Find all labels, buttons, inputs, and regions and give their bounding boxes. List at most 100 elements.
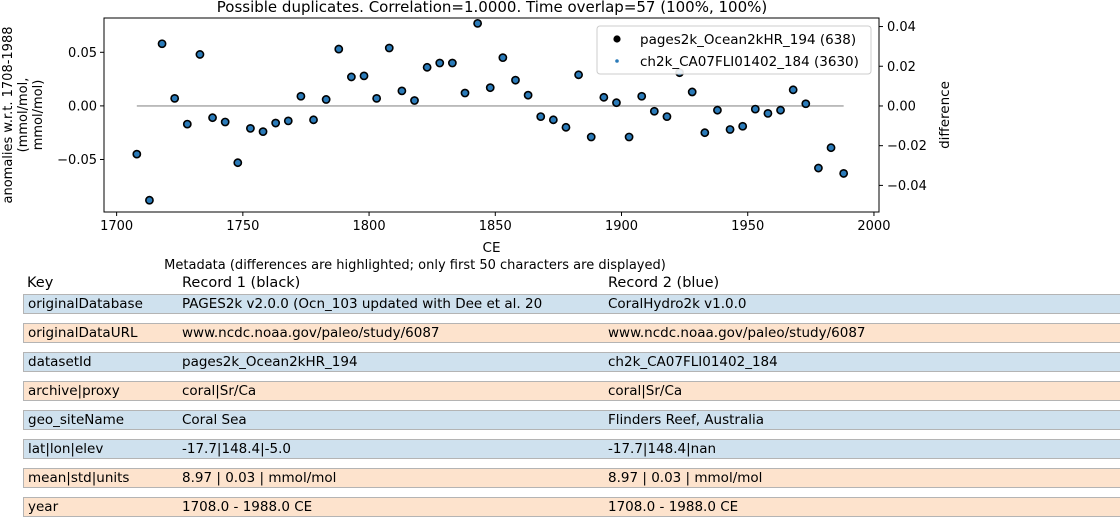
series2-point — [362, 74, 366, 78]
x-tick-label: 1800 — [353, 219, 386, 234]
metadata-key: geo_siteName — [28, 412, 125, 428]
series2-point — [513, 78, 518, 82]
record1-value: pages2k_Ocean2kHR_194 — [182, 354, 358, 370]
legend-box — [596, 25, 872, 75]
metadata-row: geo_siteName Coral Sea Flinders Reef, Aust… — [23, 410, 1120, 430]
series2-point — [349, 75, 353, 79]
series2-point — [640, 94, 644, 98]
series2-point — [223, 120, 227, 124]
series2-point — [589, 135, 593, 139]
series2-point — [652, 109, 656, 113]
series2-point — [324, 97, 328, 102]
series2-point — [210, 116, 215, 120]
y-tick-label: 0.00 — [68, 99, 97, 114]
metadata-key: lat|lon|elev — [28, 441, 104, 457]
y-tick-label: −0.05 — [57, 153, 97, 168]
y2-tick-label: −0.02 — [887, 139, 927, 154]
record1-value: -17.7|148.4|-5.0 — [182, 441, 292, 457]
y2-axis-label: difference — [937, 81, 953, 149]
record2-value: www.ncdc.noaa.gov/paleo/study/6087 — [608, 325, 866, 341]
series2-point — [438, 61, 442, 65]
metadata-title: Metadata (differences are highlighted; o… — [164, 258, 666, 273]
series2-point — [425, 65, 429, 69]
legend-label-series2: ch2k_CA07FLI01402_184 (3630) — [640, 54, 859, 70]
series2-point — [337, 47, 341, 51]
record2-value: coral|Sr/Ca — [608, 383, 683, 399]
series2-point — [311, 118, 316, 122]
series2-point — [539, 115, 543, 119]
series2-point — [715, 108, 720, 112]
series2-point — [375, 96, 379, 100]
series2-point — [778, 108, 783, 112]
series2-point — [286, 119, 290, 123]
record2-value: Flinders Reef, Australia — [608, 412, 765, 428]
series2-point — [173, 96, 177, 100]
series2-point — [627, 135, 631, 139]
series2-point — [665, 115, 669, 119]
series2-point — [842, 171, 846, 176]
record2-value: CoralHydro2k v1.0.0 — [608, 296, 747, 312]
series2-point — [753, 107, 757, 111]
x-tick-label: 1850 — [479, 219, 512, 234]
series2-point — [488, 86, 492, 90]
series2-point — [185, 122, 189, 126]
column-header-record2: Record 2 (blue) — [608, 275, 720, 291]
y2-tick-label: 0.02 — [887, 60, 916, 75]
y-axis-label: anomalies w.r.t. 1708-1988(mmol/mol,mmol… — [1, 27, 46, 204]
metadata-row: year 1708.0 - 1988.0 CE 1708.0 - 1988.0 CE — [23, 497, 1120, 517]
series2-point — [614, 101, 619, 105]
y2-tick-label: 0.00 — [887, 99, 916, 114]
x-tick-label: 2000 — [857, 219, 890, 234]
series2-point — [551, 118, 555, 122]
record2-value: ch2k_CA07FLI01402_184 — [608, 354, 778, 370]
series2-point — [829, 146, 833, 150]
series2-point — [412, 98, 417, 103]
series2-point — [703, 131, 707, 135]
series2-point — [766, 111, 770, 115]
legend-label-series1: pages2k_Ocean2kHR_194 (638) — [640, 32, 856, 48]
record1-value: PAGES2k v2.0.0 (Ocn_103 updated with Dee… — [182, 296, 543, 312]
series2-point — [236, 161, 240, 165]
column-header-key: Key — [27, 275, 54, 291]
y2-tick-label: −0.04 — [887, 179, 927, 194]
x-tick-label: 1700 — [100, 219, 133, 234]
series2-point — [198, 52, 202, 57]
series2-point — [160, 42, 164, 46]
duplicate-comparison-chart: Possible duplicates. Correlation=1.0000.… — [1, 0, 953, 256]
metadata-row: originalDatabase PAGES2k v2.0.0 (Ocn_103 … — [23, 294, 1120, 314]
record1-value: Coral Sea — [182, 412, 247, 428]
x-tick-label: 1900 — [605, 219, 638, 234]
record2-value: 8.97 | 0.03 | mmol/mol — [608, 470, 763, 486]
series2-point — [450, 61, 454, 65]
series2-point — [526, 93, 530, 97]
series2-point — [400, 89, 404, 93]
series2-point — [147, 198, 152, 202]
metadata-row: datasetId pages2k_Ocean2kHR_194 ch2k_CA07F… — [23, 352, 1120, 372]
series2-point — [816, 166, 821, 170]
series2-point — [564, 125, 568, 129]
series2-point — [463, 91, 467, 95]
plot-frame — [103, 17, 880, 213]
series2-point — [804, 102, 808, 106]
x-tick-label: 1950 — [731, 219, 764, 234]
series2-point — [576, 73, 581, 77]
x-axis-label: CE — [483, 240, 501, 256]
record2-value: -17.7|148.4|nan — [608, 441, 717, 457]
series2-point — [602, 95, 606, 99]
series2-point — [501, 56, 505, 60]
series2-point — [791, 88, 795, 92]
series2-point — [135, 152, 139, 156]
metadata-key: archive|proxy — [28, 383, 120, 399]
x-tick-label: 1750 — [226, 219, 259, 234]
metadata-key: year — [28, 499, 59, 515]
series2-point — [299, 94, 303, 98]
record1-value: 8.97 | 0.03 | mmol/mol — [182, 470, 337, 486]
series2-point — [387, 46, 391, 50]
series2-point — [690, 90, 694, 94]
metadata-row: originalDataURL www.ncdc.noaa.gov/paleo/s… — [23, 323, 1120, 343]
record1-value: 1708.0 - 1988.0 CE — [182, 499, 313, 515]
metadata-row: lat|lon|elev -17.7|148.4|-5.0 -17.7|148.4|… — [23, 439, 1120, 459]
metadata-key: originalDatabase — [28, 296, 143, 312]
legend-marker-series1 — [613, 35, 621, 43]
series2-point — [261, 130, 265, 134]
